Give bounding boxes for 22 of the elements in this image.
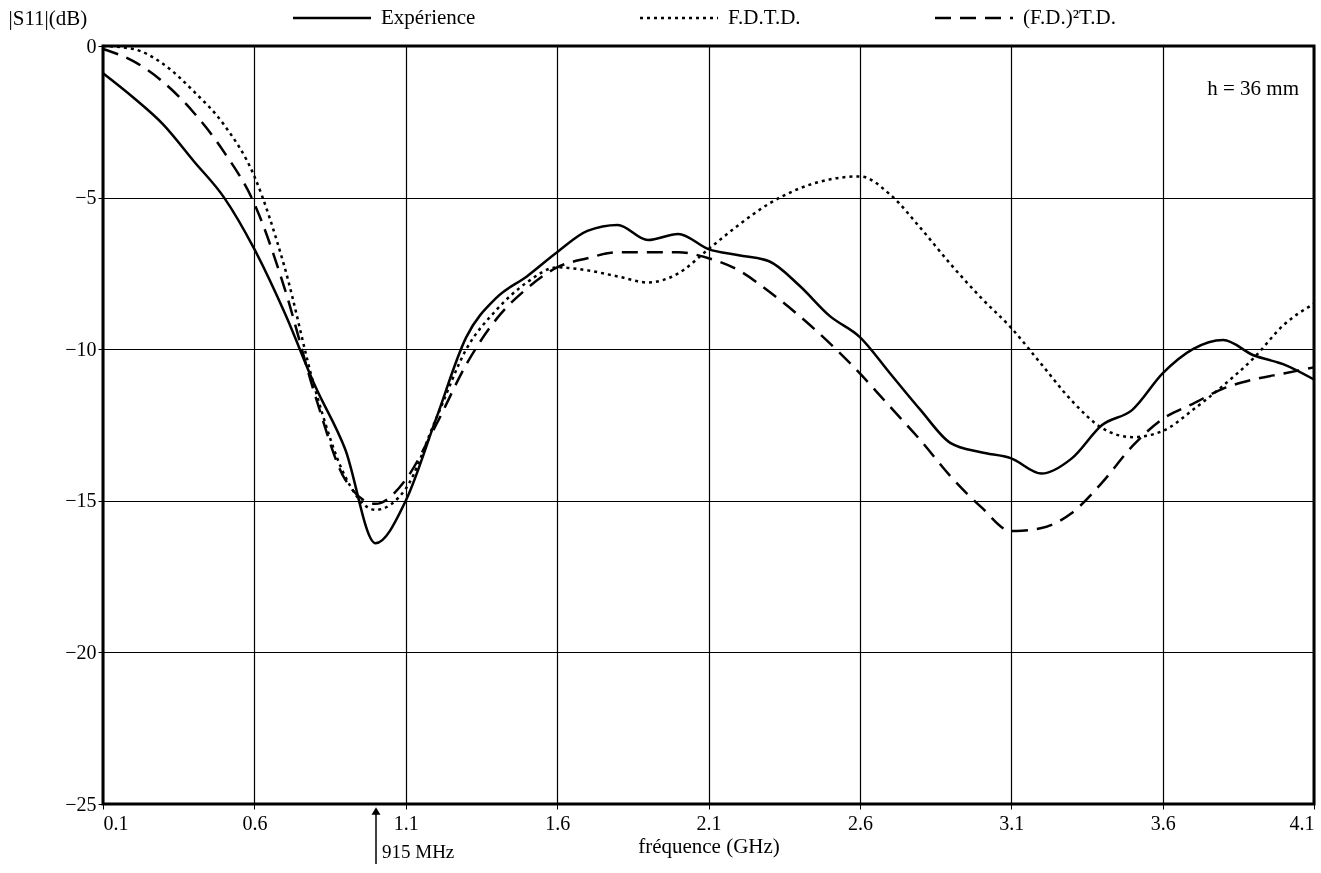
x-tick-label: 4.1 (1289, 811, 1315, 834)
annotation: h = 36 mm (1207, 76, 1299, 100)
y-tick-label: −20 (65, 640, 97, 663)
x-tick-label: 0.6 (242, 811, 268, 834)
x-tick-label: 0.1 (103, 811, 129, 834)
x-tick-label: 2.1 (696, 811, 722, 834)
x-tick-label: 3.1 (999, 811, 1025, 834)
y-tick-label: 0 (86, 34, 97, 57)
x-tick-label: 2.6 (847, 811, 873, 834)
x-tick-label: 3.6 (1150, 811, 1176, 834)
legend-label: F.D.T.D. (728, 5, 801, 29)
y-tick-label: −10 (65, 337, 97, 360)
y-axis-title: |S11|(dB) (8, 5, 88, 30)
x-tick-label: 1.1 (393, 811, 419, 834)
text: 915 MHz (382, 841, 455, 862)
y-tick-label: −5 (75, 186, 97, 209)
legend-label: (F.D.)²T.D. (1023, 5, 1116, 29)
y-tick-label: −15 (65, 489, 97, 512)
y-tick-label: −25 (65, 792, 97, 815)
x-tick-label: 1.6 (545, 811, 571, 834)
legend-label: Expérience (381, 5, 476, 29)
x-axis-title: fréquence (GHz) (638, 833, 780, 858)
